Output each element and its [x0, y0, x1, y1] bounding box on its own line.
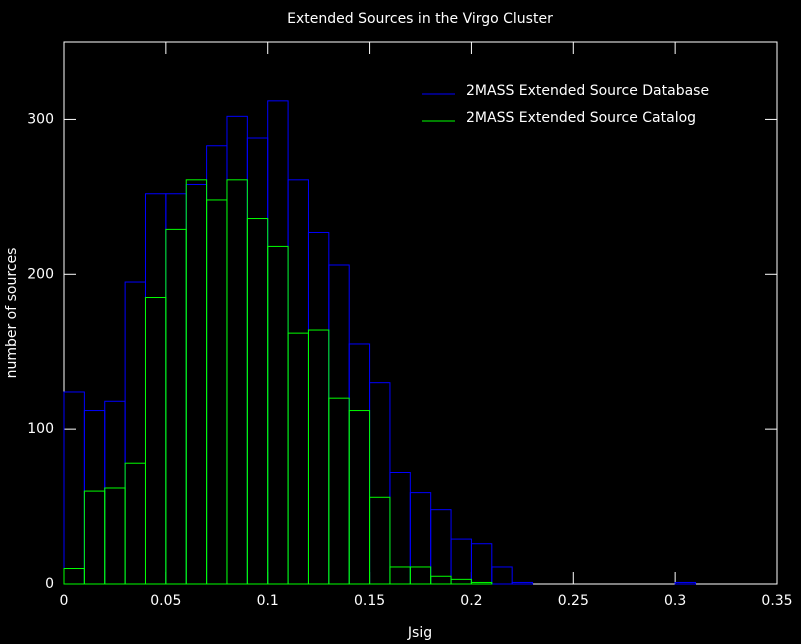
x-tick-label: 0.3	[664, 593, 686, 609]
histogram-bar	[246, 137, 269, 585]
y-tick-label: 300	[27, 111, 54, 127]
histogram-bar	[369, 382, 391, 585]
y-tick-label: 0	[45, 576, 54, 592]
histogram-bar	[430, 509, 452, 585]
histogram-bar	[267, 100, 289, 585]
histogram-bar	[307, 231, 330, 585]
histogram-bar	[511, 581, 534, 585]
x-tick-label: 0.25	[558, 593, 589, 609]
histogram-bar	[226, 115, 248, 585]
legend-label: 2MASS Extended Source Database	[466, 83, 709, 99]
histogram-bar	[307, 329, 330, 585]
histogram-bar	[104, 487, 126, 585]
histogram-bar	[165, 228, 187, 585]
histogram-bar	[409, 566, 432, 585]
x-tick-label: 0	[60, 593, 69, 609]
chart-title: Extended Sources in the Virgo Cluster	[287, 11, 553, 27]
histogram-bar	[83, 410, 106, 585]
x-tick-label: 0.05	[150, 593, 181, 609]
histogram-bar	[124, 462, 146, 585]
histogram-bar	[83, 490, 106, 585]
legend-label: 2MASS Extended Source Catalog	[466, 110, 696, 126]
histogram-bar	[491, 566, 513, 585]
histogram-bar	[470, 543, 493, 585]
histogram-bar	[287, 179, 309, 585]
histogram-bar	[348, 410, 371, 585]
y-tick-label: 100	[27, 421, 54, 437]
histogram-bar	[63, 568, 85, 585]
histogram-bar	[206, 199, 228, 585]
histogram-bar	[185, 179, 208, 585]
histogram-bar	[450, 538, 472, 585]
histogram-bar	[104, 400, 126, 585]
y-tick-label: 200	[27, 266, 54, 282]
y-axis-label: number of sources	[4, 248, 20, 379]
histogram-bar	[674, 581, 697, 585]
histogram-bar	[144, 193, 167, 585]
x-tick-label: 0.15	[354, 593, 385, 609]
histogram-bar	[124, 281, 146, 585]
histogram-bar	[267, 245, 289, 585]
histogram-bar	[328, 264, 350, 585]
histogram-bar	[430, 575, 452, 585]
histogram-bar	[206, 145, 228, 585]
histogram-bar	[450, 578, 472, 585]
histogram-bar	[369, 496, 391, 585]
histogram-bar	[144, 297, 167, 585]
histogram-bar	[246, 218, 269, 585]
histogram-bar	[165, 193, 187, 585]
histogram-bar	[185, 183, 208, 585]
x-tick-label: 0.35	[761, 593, 792, 609]
histogram-bar	[63, 391, 85, 585]
x-tick-label: 0.1	[257, 593, 279, 609]
histogram-bar	[470, 581, 493, 585]
histogram-bar	[328, 397, 350, 585]
x-tick-label: 0.2	[460, 593, 482, 609]
histogram-bar	[389, 566, 411, 585]
histogram-bar	[348, 343, 371, 585]
histogram-bar	[226, 179, 248, 585]
histogram-bar	[409, 492, 432, 585]
x-axis-label: Jsig	[407, 625, 432, 641]
histogram-bar	[287, 332, 309, 585]
